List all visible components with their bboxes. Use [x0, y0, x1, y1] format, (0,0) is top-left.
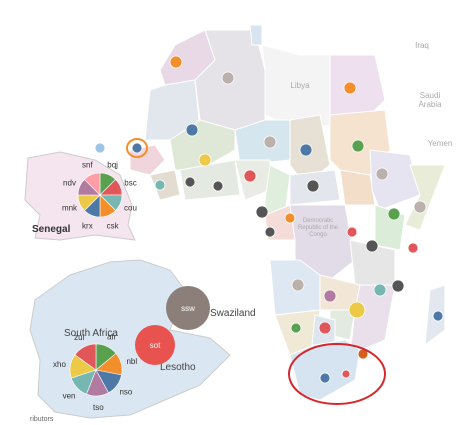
slice-label: ndv	[63, 178, 76, 187]
marker	[198, 153, 212, 167]
slice-label: afr	[107, 333, 117, 342]
inset-title: South Africa	[64, 328, 118, 339]
marker	[255, 205, 269, 219]
marker	[290, 322, 302, 334]
slice-label: bqj	[107, 161, 118, 170]
pie-slice	[166, 286, 210, 330]
marker	[263, 135, 277, 149]
map-labels: Libya Iraq Saudi Arabia Yemen Democratic…	[290, 41, 452, 238]
country-markers	[94, 55, 444, 384]
marker	[184, 176, 196, 188]
map-label: Iraq	[415, 41, 429, 50]
map-label: Yemen	[428, 139, 453, 148]
highlight-ring	[126, 138, 148, 158]
marker	[94, 142, 106, 154]
map-label: Arabia	[418, 100, 442, 109]
map-label: Democratic	[303, 218, 333, 224]
marker	[169, 55, 183, 69]
marker	[346, 226, 358, 238]
slice-label: nso	[119, 388, 132, 397]
pie-slice	[84, 172, 101, 196]
country	[404, 164, 446, 231]
marker	[243, 169, 257, 183]
slice-label: xho	[53, 360, 66, 369]
slice-label: snf	[82, 161, 93, 170]
marker	[365, 239, 379, 253]
slice-label: sot	[150, 341, 161, 350]
marker	[413, 200, 427, 214]
map-label: Congo	[309, 232, 327, 238]
marker	[432, 310, 444, 322]
country	[369, 149, 421, 211]
slice-label: tso	[93, 403, 104, 412]
country	[249, 24, 263, 46]
slice-label: ven	[63, 391, 76, 400]
inset-title: Senegal	[32, 224, 71, 235]
marker	[185, 123, 199, 137]
country	[329, 54, 386, 116]
marker	[291, 278, 305, 292]
marker	[351, 139, 365, 153]
highlight-ring	[288, 343, 386, 405]
marker	[318, 321, 332, 335]
marker	[348, 301, 366, 319]
marker	[154, 179, 166, 191]
marker	[375, 167, 389, 181]
map-label: Republic of the	[298, 225, 339, 231]
country	[179, 159, 241, 201]
marker	[407, 242, 419, 254]
pie-slice	[74, 343, 97, 371]
slice-label: ssw	[181, 304, 195, 313]
slice-label: bsc	[124, 178, 136, 187]
slice-label: mnk	[62, 204, 78, 213]
inset-title: Lesotho	[160, 362, 196, 373]
slice-label: nbl	[126, 357, 137, 366]
country	[339, 169, 376, 206]
marker	[264, 226, 276, 238]
marker	[284, 212, 296, 224]
map-label: Saudi	[420, 91, 441, 100]
footer-text: ributors	[30, 416, 54, 423]
slice-label: cou	[124, 204, 137, 213]
pie-slice	[135, 325, 175, 365]
marker	[299, 143, 313, 157]
inset-title: Swaziland	[210, 308, 256, 319]
marker	[212, 180, 224, 192]
country	[234, 119, 291, 166]
map-label: Libya	[290, 81, 310, 90]
marker	[341, 369, 351, 379]
marker	[221, 71, 235, 85]
marker	[131, 142, 143, 154]
marker	[323, 289, 337, 303]
marker	[343, 81, 357, 95]
slice-label: csk	[107, 221, 120, 230]
marker	[391, 279, 405, 293]
slice-label: krx	[82, 221, 93, 230]
marker	[373, 283, 387, 297]
marker	[319, 372, 331, 384]
marker	[306, 179, 320, 193]
marker	[387, 207, 401, 221]
slice-label: zul	[74, 333, 84, 342]
